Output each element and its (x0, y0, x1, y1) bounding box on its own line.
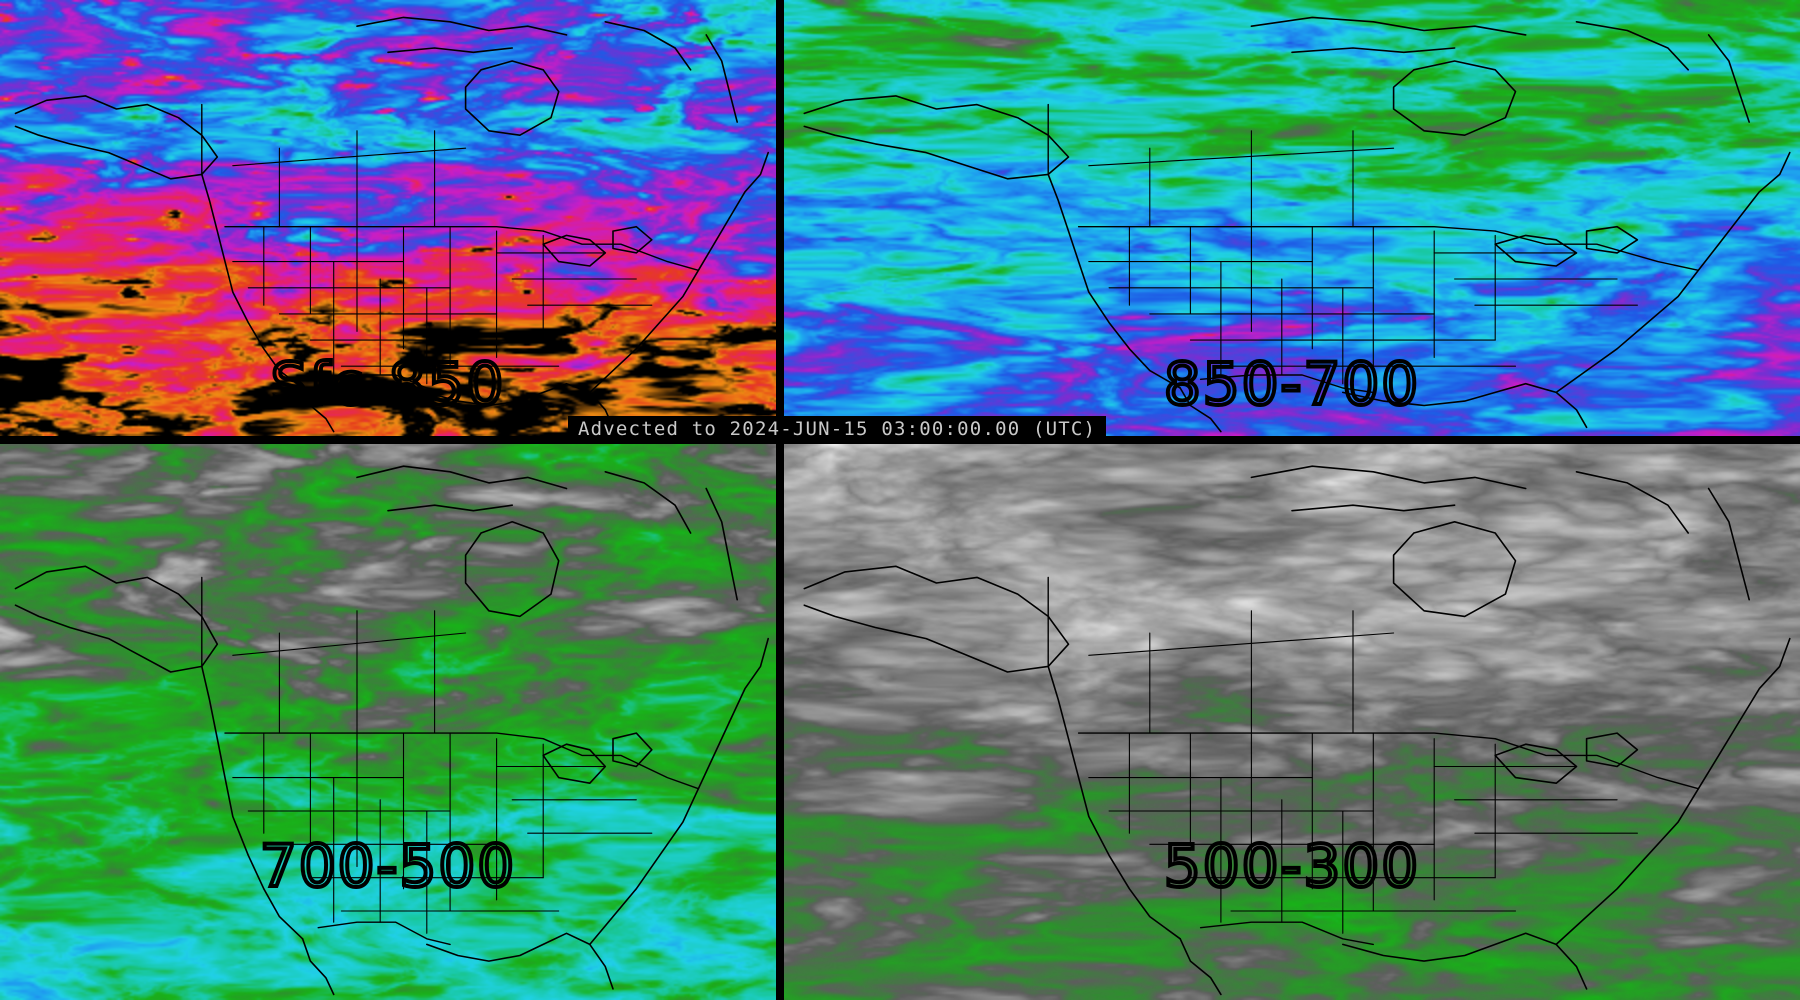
panel-500-300[interactable]: 500-300 (784, 444, 1800, 1000)
moisture-field-700-500 (0, 444, 776, 1000)
timestamp-bar: Advected to 2024-JUN-15 03:00:00.00 (UTC… (568, 416, 1107, 442)
moisture-field-500-300 (784, 444, 1800, 1000)
panel-850-700[interactable]: 850-700 (784, 0, 1800, 436)
panel-divider-vertical (776, 0, 784, 1000)
panel-700-500[interactable]: 700-500 (0, 444, 776, 1000)
panel-label-850-700: 850-700 (1162, 348, 1421, 420)
panel-label-sfc-850: Sfc-850 (269, 348, 506, 420)
panel-label-500-300: 500-300 (1162, 830, 1421, 902)
panel-label-700-500: 700-500 (258, 830, 517, 902)
panel-sfc-850[interactable]: Sfc-850 (0, 0, 776, 436)
